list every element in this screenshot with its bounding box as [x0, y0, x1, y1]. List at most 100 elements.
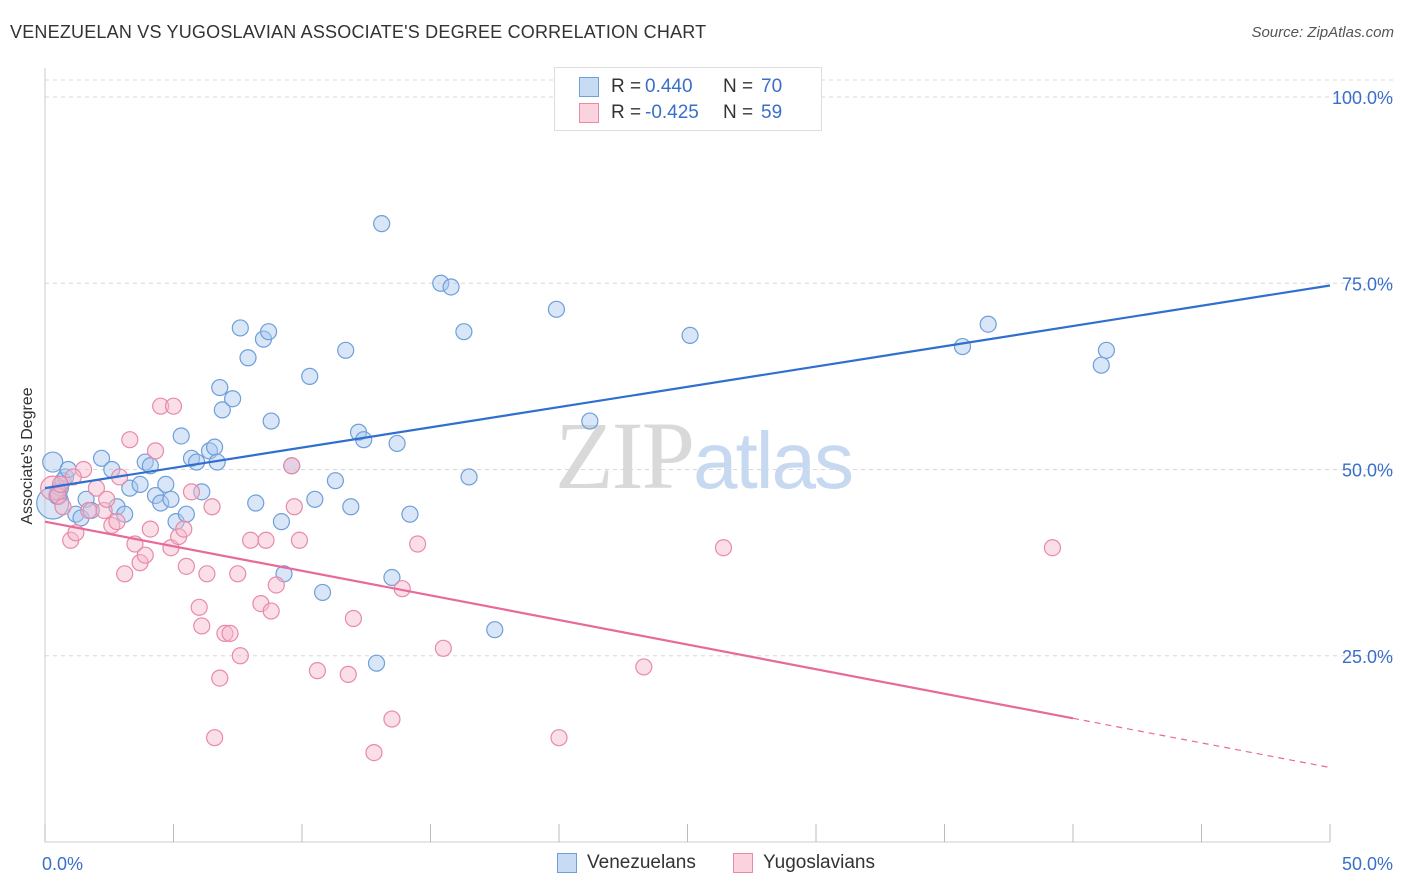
point-venezuelan — [979, 315, 997, 333]
point-venezuelan — [177, 505, 195, 523]
point-yugoslavian — [267, 576, 285, 594]
point-yugoslavian — [95, 501, 113, 520]
point-yugoslavian — [152, 397, 170, 415]
point-yugoslavian — [80, 501, 98, 520]
point-venezuelan — [131, 475, 149, 493]
chart-title: VENEZUELAN VS YUGOSLAVIAN ASSOCIATE'S DE… — [10, 22, 707, 42]
point-venezuelan — [367, 654, 386, 672]
legend-row-venezuelans: R = 0.440 N = 70 — [579, 75, 782, 99]
point-venezuelan — [313, 583, 332, 602]
legend-n-value: 70 — [761, 76, 783, 97]
point-yugoslavian — [231, 647, 249, 665]
point-venezuelan — [455, 323, 473, 341]
point-venezuelan — [259, 323, 278, 341]
point-venezuelan — [486, 621, 504, 639]
point-yugoslavian — [146, 442, 165, 460]
point-yugoslavian — [203, 498, 221, 516]
point-yugoslavian — [308, 662, 327, 680]
point-venezuelan — [211, 378, 229, 397]
point-venezuelan — [1092, 356, 1110, 374]
legend-n-label: N = — [723, 102, 754, 123]
point-venezuelan — [239, 349, 257, 367]
point-yugoslavian — [177, 557, 195, 575]
legend-label-venezuelans: Venezuelans — [587, 852, 696, 873]
point-yugoslavian — [175, 520, 193, 538]
point-venezuelan — [247, 494, 265, 512]
point-venezuelan — [342, 498, 360, 516]
x-tick-label: 50.0% — [1342, 854, 1393, 874]
point-yugoslavian — [206, 729, 224, 747]
point-venezuelan — [953, 337, 972, 356]
trend-line-yugoslavians — [44, 520, 1074, 720]
correlation-legend: R = 0.440 N = 70 R = -0.425 N = 59 — [554, 67, 822, 131]
legend-swatch-pink — [733, 853, 753, 873]
legend-item-yugoslavians: Yugoslavians — [733, 852, 875, 874]
point-venezuelan — [231, 319, 249, 337]
y-tick-label: 50.0% — [1342, 461, 1393, 481]
point-yugoslavian — [409, 535, 427, 553]
point-yugoslavian — [221, 624, 239, 643]
point-yugoslavian — [64, 468, 82, 486]
point-yugoslavian — [434, 639, 452, 657]
point-venezuelan — [206, 438, 224, 456]
point-venezuelan — [188, 453, 206, 471]
point-venezuelan — [383, 568, 401, 587]
point-venezuelan — [224, 390, 242, 408]
point-venezuelan — [272, 513, 291, 531]
point-venezuelan — [460, 468, 478, 486]
point-yugoslavian — [193, 617, 211, 635]
point-venezuelan — [326, 472, 345, 490]
point-yugoslavian — [54, 498, 72, 516]
point-yugoslavian — [285, 498, 303, 516]
point-venezuelan — [388, 434, 406, 453]
point-yugoslavian — [383, 710, 401, 728]
point-venezuelan — [373, 215, 391, 233]
legend-item-venezuelans: Venezuelans — [557, 852, 696, 874]
point-venezuelan — [432, 274, 450, 292]
point-yugoslavian — [108, 513, 126, 531]
point-venezuelan — [1097, 341, 1116, 359]
point-yugoslavian — [116, 565, 134, 583]
point-yugoslavian — [242, 531, 260, 549]
point-venezuelan — [301, 367, 319, 385]
point-yugoslavian — [257, 531, 275, 549]
point-venezuelan — [162, 490, 180, 508]
point-yugoslavian — [365, 743, 383, 762]
point-yugoslavian — [290, 531, 309, 549]
point-yugoslavian — [283, 457, 301, 475]
point-venezuelan — [401, 505, 419, 523]
y-axis-label: Associate's Degree — [19, 387, 36, 525]
point-yugoslavian — [49, 486, 67, 505]
y-tick-label: 75.0% — [1342, 274, 1393, 294]
point-venezuelan — [213, 401, 231, 419]
legend-r-label: R = — [611, 76, 642, 97]
point-yugoslavian — [190, 598, 208, 616]
point-venezuelan — [92, 449, 111, 467]
point-yugoslavian — [211, 669, 229, 687]
point-yugoslavian — [229, 565, 247, 583]
point-venezuelan — [681, 326, 699, 344]
point-venezuelan — [547, 300, 566, 318]
source-label: Source: ZipAtlas.com — [1251, 24, 1394, 41]
point-yugoslavian — [136, 546, 154, 564]
point-yugoslavian — [182, 483, 201, 501]
point-yugoslavian — [344, 609, 362, 628]
point-yugoslavian — [1043, 539, 1062, 557]
legend-r-label: R = — [611, 102, 642, 123]
legend-swatch-blue — [557, 853, 577, 873]
x-tick-label: 0.0% — [42, 854, 83, 874]
point-venezuelan — [337, 341, 355, 359]
point-yugoslavian — [714, 539, 733, 557]
trend-line-yugoslavians-dashed — [1072, 717, 1331, 769]
point-yugoslavian — [635, 658, 653, 676]
legend-label-yugoslavians: Yugoslavians — [763, 852, 875, 873]
legend-n-label: N = — [723, 76, 754, 97]
legend-row-yugoslavians: R = -0.425 N = 59 — [579, 101, 782, 125]
point-venezuelan — [152, 494, 170, 512]
point-venezuelan — [172, 427, 190, 445]
point-yugoslavian — [98, 490, 116, 508]
legend-r-value: -0.425 — [645, 102, 699, 123]
point-yugoslavian — [141, 520, 159, 538]
legend-swatch-pink — [579, 103, 599, 123]
